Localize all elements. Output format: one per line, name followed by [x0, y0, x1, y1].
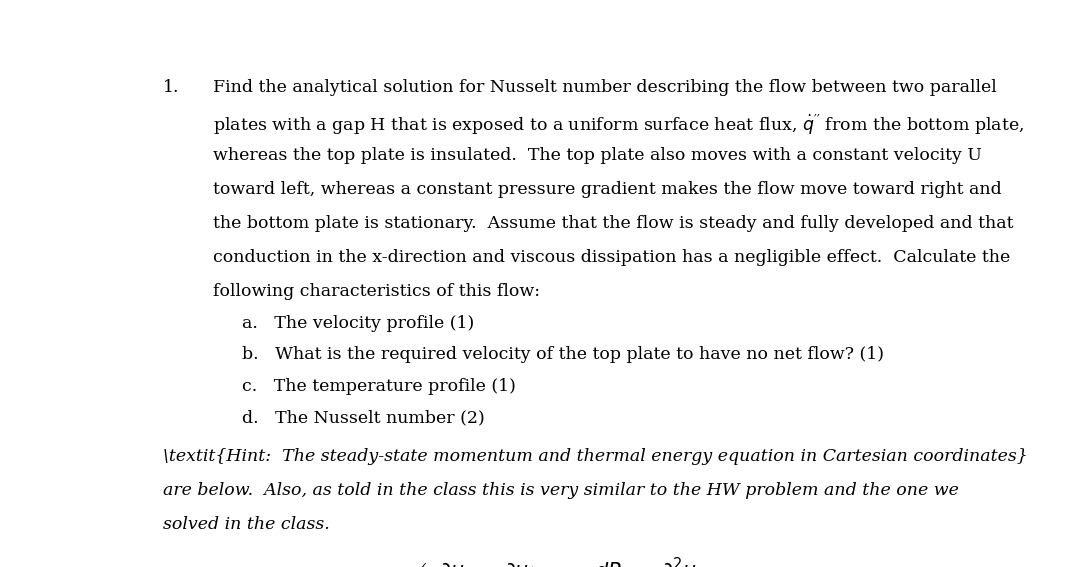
Text: a.   The velocity profile (1): a. The velocity profile (1): [242, 315, 474, 332]
Text: following characteristics of this flow:: following characteristics of this flow:: [213, 284, 540, 301]
Text: solved in the class.: solved in the class.: [163, 517, 330, 534]
Text: b.   What is the required velocity of the top plate to have no net flow? (1): b. What is the required velocity of the …: [242, 346, 884, 363]
Text: are below.  Also, as told in the class this is very similar to the HW problem an: are below. Also, as told in the class th…: [163, 482, 959, 499]
Text: Find the analytical solution for Nusselt number describing the flow between two : Find the analytical solution for Nusselt…: [213, 79, 996, 96]
Text: toward left, whereas a constant pressure gradient makes the flow move toward rig: toward left, whereas a constant pressure…: [213, 181, 1001, 198]
Text: whereas the top plate is insulated.  The top plate also moves with a constant ve: whereas the top plate is insulated. The …: [213, 147, 982, 164]
Text: the bottom plate is stationary.  Assume that the flow is steady and fully develo: the bottom plate is stationary. Assume t…: [213, 215, 1013, 232]
Text: plates with a gap H that is exposed to a uniform surface heat flux, $\dot{q}''$ : plates with a gap H that is exposed to a…: [213, 113, 1024, 137]
Text: \textit{Hint:  The steady-state momentum and thermal energy equation in Cartesia: \textit{Hint: The steady-state momentum …: [163, 448, 1028, 465]
Text: 1.: 1.: [163, 79, 180, 96]
Text: d.   The Nusselt number (2): d. The Nusselt number (2): [242, 409, 484, 426]
Text: c.   The temperature profile (1): c. The temperature profile (1): [242, 378, 515, 395]
Text: conduction in the x-direction and viscous dissipation has a negligible effect.  : conduction in the x-direction and viscou…: [213, 249, 1010, 266]
Text: $\rho\left(u\dfrac{\partial u}{\partial x}+v\dfrac{\partial u}{\partial y}\right: $\rho\left(u\dfrac{\partial u}{\partial …: [401, 556, 697, 567]
